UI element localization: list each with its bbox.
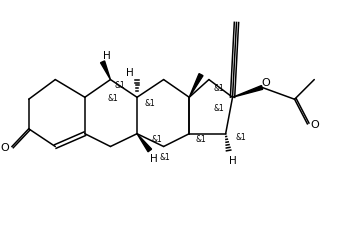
Polygon shape [189, 74, 203, 98]
Polygon shape [101, 62, 111, 80]
Text: H: H [150, 154, 158, 164]
Text: &1: &1 [235, 133, 246, 142]
Text: &1: &1 [159, 152, 170, 161]
Text: O: O [310, 119, 319, 129]
Text: O: O [1, 142, 9, 152]
Text: &1: &1 [115, 81, 126, 90]
Text: H: H [103, 51, 110, 61]
Text: &1: &1 [145, 98, 155, 107]
Text: &1: &1 [213, 103, 224, 112]
Text: &1: &1 [213, 84, 224, 93]
Text: &1: &1 [151, 134, 162, 143]
Polygon shape [233, 86, 263, 98]
Text: H: H [229, 156, 236, 166]
Polygon shape [137, 134, 151, 152]
Text: O: O [262, 77, 270, 87]
Text: &1: &1 [196, 134, 207, 143]
Text: H: H [126, 67, 134, 77]
Text: &1: &1 [107, 93, 118, 102]
